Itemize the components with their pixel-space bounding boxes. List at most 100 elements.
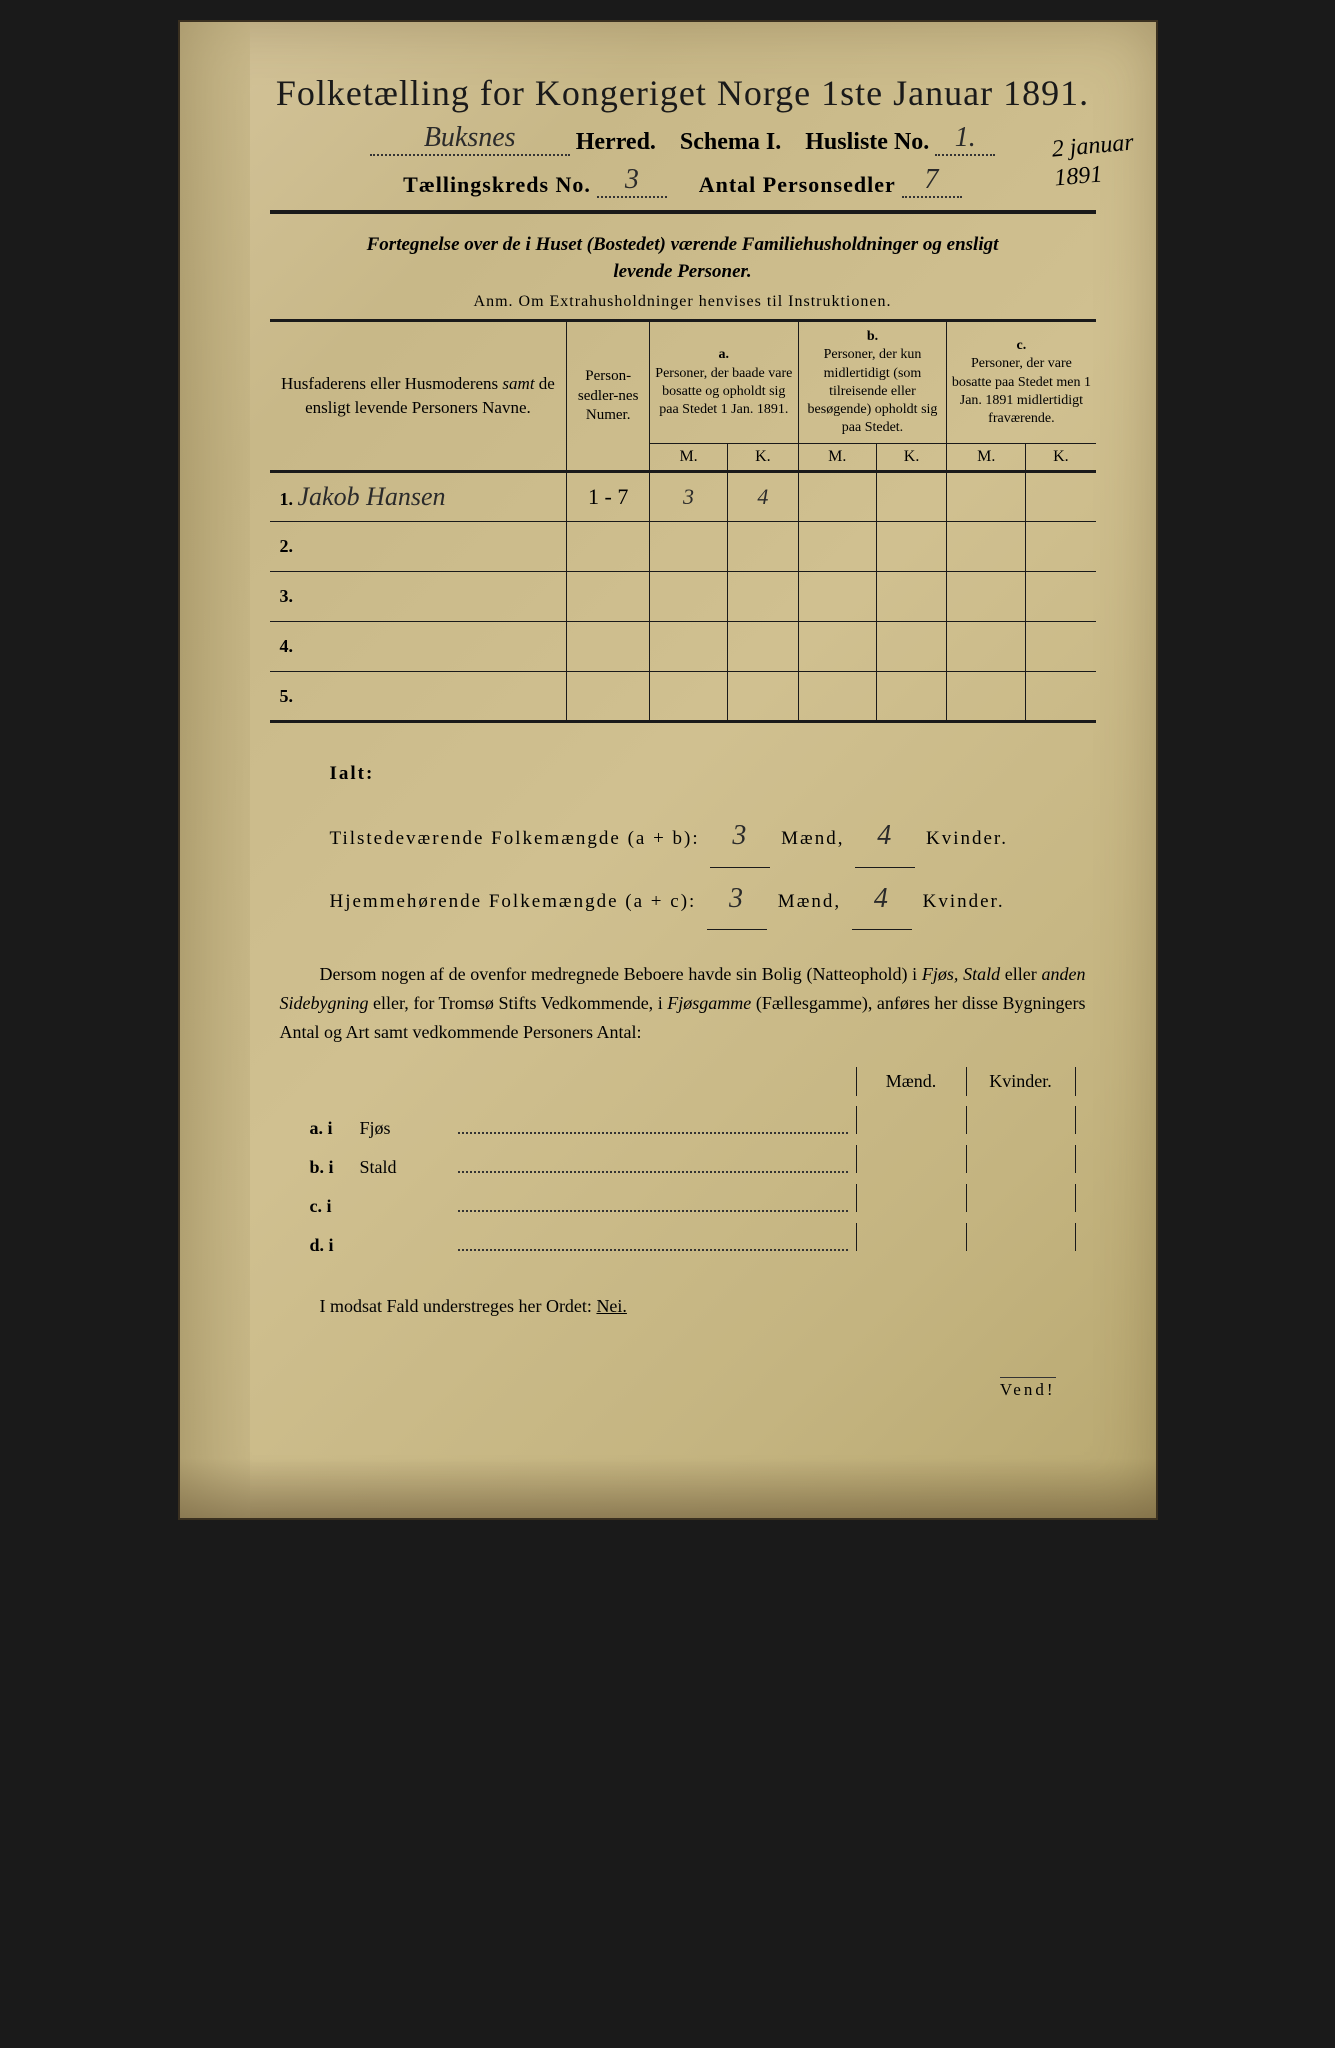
col-header-b: b. Personer, der kun midlertidigt (som t… — [798, 321, 947, 444]
row-3-name: 3. — [270, 572, 567, 622]
paper-damage — [180, 1458, 1156, 1518]
sb-b-dots — [458, 1155, 848, 1173]
schema-label: Schema I. — [680, 129, 781, 155]
row-5-am — [649, 672, 727, 722]
tilstede-label: Tilstedeværende Folkemængde (a + b): — [330, 828, 700, 849]
content: 2 januar 1891 Folketælling for Kongerige… — [270, 72, 1096, 1317]
final-pre: I modsat Fald understreges her Ordet: — [320, 1296, 597, 1316]
row-4-am — [649, 622, 727, 672]
sb-b-m — [856, 1145, 966, 1173]
col-a-text: Personer, der baade vare bosatte og opho… — [655, 366, 792, 417]
side-building-paragraph: Dersom nogen af de ovenfor medregnede Be… — [280, 960, 1086, 1046]
table-row: 2. — [270, 522, 1096, 572]
col-b-text: Personer, der kun midlertidigt (som tilr… — [808, 347, 938, 435]
col-c-text: Personer, der vare bosatte paa Stedet me… — [952, 356, 1091, 426]
herred-field: Buksnes — [370, 122, 570, 156]
row-5-name: 5. — [270, 672, 567, 722]
mk-c-m: M. — [947, 444, 1026, 472]
mk-c-k: K. — [1026, 444, 1096, 472]
census-form-page: 2 januar 1891 Folketælling for Kongerige… — [178, 20, 1158, 1520]
header-line-2: Buksnes Herred. Schema I. Husliste No. 1… — [270, 122, 1096, 156]
row-3-am — [649, 572, 727, 622]
totals-section: Ialt: Tilstedeværende Folkemængde (a + b… — [330, 753, 1096, 930]
col-header-c: c. Personer, der vare bosatte paa Stedet… — [947, 321, 1096, 444]
row-4-num — [567, 622, 650, 672]
col-header-name: Husfaderens eller Husmoderens samt de en… — [270, 321, 567, 472]
sb-a-k — [966, 1106, 1076, 1134]
row-4-name: 4. — [270, 622, 567, 672]
row-3-bm — [798, 572, 876, 622]
sb-b-label: b. i — [310, 1157, 360, 1178]
sb-d-dots — [458, 1233, 848, 1251]
mk-b-m: M. — [798, 444, 876, 472]
husliste-field: 1. — [935, 122, 995, 156]
col-header-num: Person-sedler-nes Numer. — [567, 321, 650, 472]
subtitle-line1: Fortegnelse over de i Huset (Bostedet) v… — [367, 234, 999, 255]
row-2-cm — [947, 522, 1026, 572]
sb-row-a: a. i Fjøs — [310, 1106, 1076, 1139]
sb-c-m — [856, 1184, 966, 1212]
row-4-ak — [728, 622, 799, 672]
row-2-am — [649, 522, 727, 572]
sb-a-label: a. i — [310, 1118, 360, 1139]
vend-label: Vend! — [1000, 1377, 1056, 1400]
sb-c-label: c. i — [310, 1196, 360, 1217]
row-1-n: 1. — [280, 489, 294, 509]
kvinder-2: Kvinder. — [923, 891, 1005, 912]
sb-d-m — [856, 1223, 966, 1251]
row-5-cm — [947, 672, 1026, 722]
mk-a-k: K. — [728, 444, 799, 472]
totals-line-1: Tilstedeværende Folkemængde (a + b): 3 M… — [330, 805, 1096, 868]
ialt-label: Ialt: — [330, 753, 1096, 795]
anm-note: Anm. Om Extrahusholdninger henvises til … — [270, 293, 1096, 311]
kreds-value: 3 — [625, 164, 640, 195]
row-4-bm — [798, 622, 876, 672]
row-2-name: 2. — [270, 522, 567, 572]
row-3-num — [567, 572, 650, 622]
herred-value: Buksnes — [424, 122, 516, 153]
row-1-ak: 4 — [728, 472, 799, 522]
row-3-ck — [1026, 572, 1096, 622]
row-1-bm — [798, 472, 876, 522]
sb-a-type: Fjøs — [360, 1118, 450, 1139]
row-2-bm — [798, 522, 876, 572]
sb-d-label: d. i — [310, 1235, 360, 1256]
subtitle: Fortegnelse over de i Huset (Bostedet) v… — [270, 232, 1096, 285]
personsedler-label: Antal Personsedler — [699, 172, 896, 197]
sb-b-k — [966, 1145, 1076, 1173]
personsedler-field: 7 — [902, 164, 962, 198]
row-4-ck — [1026, 622, 1096, 672]
row-1-num: 1 - 7 — [567, 472, 650, 522]
row-4-bk — [876, 622, 947, 672]
row-1-name: 1. Jakob Hansen — [270, 472, 567, 522]
row-1-bk — [876, 472, 947, 522]
sb-c-k — [966, 1184, 1076, 1212]
sb-maend: Mænd. — [856, 1067, 966, 1096]
table-row: 3. — [270, 572, 1096, 622]
mk-b-k: K. — [876, 444, 947, 472]
sb-a-dots — [458, 1116, 848, 1134]
sb-row-c: c. i — [310, 1184, 1076, 1217]
row-1-cm — [947, 472, 1026, 522]
main-table: Husfaderens eller Husmoderens samt de en… — [270, 319, 1096, 723]
maend-1: Mænd, — [781, 828, 844, 849]
rule-1 — [270, 210, 1096, 214]
mk-a-m: M. — [649, 444, 727, 472]
husliste-value: 1. — [955, 122, 976, 153]
row-3-ak — [728, 572, 799, 622]
row-3-bk — [876, 572, 947, 622]
hjemme-label: Hjemmehørende Folkemængde (a + c): — [330, 891, 697, 912]
row-2-ck — [1026, 522, 1096, 572]
sb-row-b: b. i Stald — [310, 1145, 1076, 1178]
row-5-ak — [728, 672, 799, 722]
row-1-ck — [1026, 472, 1096, 522]
kreds-label: Tællingskreds No. — [403, 172, 591, 197]
table-row: 5. — [270, 672, 1096, 722]
row-1-am: 3 — [649, 472, 727, 522]
col-a-label: a. — [719, 347, 730, 362]
row-5-bk — [876, 672, 947, 722]
table-row: 1. Jakob Hansen 1 - 7 3 4 — [270, 472, 1096, 522]
sb-d-k — [966, 1223, 1076, 1251]
row-2-num — [567, 522, 650, 572]
row-2-ak — [728, 522, 799, 572]
